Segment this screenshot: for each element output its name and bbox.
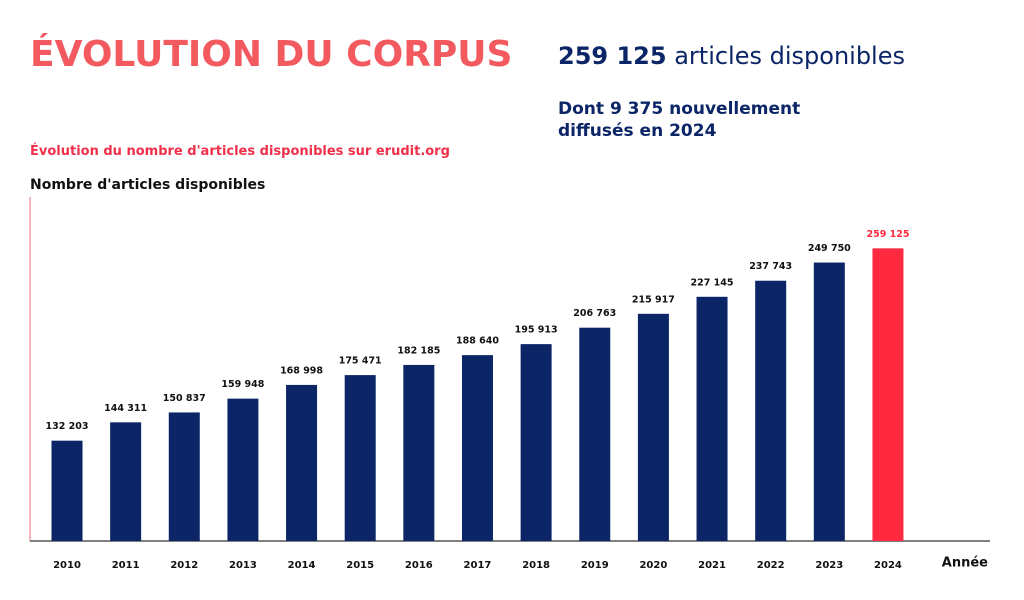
bar — [461, 355, 493, 541]
x-axis-label: Année — [942, 556, 988, 571]
x-tick-label: 2020 — [639, 560, 667, 571]
bar — [110, 422, 142, 541]
bar — [227, 398, 259, 541]
bar — [872, 248, 904, 541]
value-label: 206 763 — [573, 308, 616, 319]
value-label: 259 125 — [866, 229, 909, 240]
bar — [579, 327, 611, 541]
value-label: 168 998 — [280, 365, 323, 376]
value-label: 237 743 — [749, 261, 792, 272]
x-tick-label: 2018 — [522, 560, 550, 571]
bar — [520, 344, 552, 541]
x-tick-label: 2011 — [112, 560, 140, 571]
bar — [755, 280, 787, 541]
x-tick-label: 2021 — [698, 560, 726, 571]
x-tick-label: 2013 — [229, 560, 257, 571]
subheading: Dont 9 375 nouvellement diffusés en 2024 — [558, 99, 801, 141]
value-label: 175 471 — [339, 356, 382, 367]
bar — [403, 364, 435, 541]
x-tick-label: 2014 — [288, 560, 316, 571]
x-tick-label: 2023 — [815, 560, 843, 571]
value-label: 159 948 — [221, 379, 264, 390]
bar — [813, 262, 845, 541]
x-tick-label: 2016 — [405, 560, 433, 571]
headline: 259 125 articles disponibles — [558, 42, 905, 70]
x-tick-label: 2012 — [170, 560, 198, 571]
bar — [344, 375, 376, 541]
value-label: 249 750 — [808, 243, 851, 254]
chart-subtitle: Évolution du nombre d'articles disponibl… — [30, 144, 450, 159]
bar — [696, 296, 728, 541]
headline-number: 259 125 — [558, 42, 667, 70]
value-label: 150 837 — [163, 393, 206, 404]
value-label: 182 185 — [397, 345, 440, 356]
value-label: 227 145 — [691, 277, 734, 288]
x-tick-label: 2019 — [581, 560, 609, 571]
title: ÉVOLUTION DU CORPUS — [30, 34, 513, 75]
value-label: 144 311 — [104, 403, 147, 414]
value-label: 215 917 — [632, 294, 675, 305]
y-axis-label: Nombre d'articles disponibles — [30, 177, 266, 193]
x-tick-label: 2010 — [53, 560, 81, 571]
bar — [51, 440, 83, 541]
bar — [286, 384, 318, 541]
bar — [168, 412, 200, 541]
value-label: 195 913 — [515, 325, 558, 336]
x-tick-label: 2024 — [874, 560, 902, 571]
value-label: 132 203 — [46, 421, 89, 432]
x-tick-label: 2015 — [346, 560, 374, 571]
value-label: 188 640 — [456, 336, 499, 347]
x-tick-label: 2022 — [757, 560, 785, 571]
headline-text: articles disponibles — [674, 42, 905, 70]
x-tick-label: 2017 — [464, 560, 492, 571]
bar — [637, 313, 669, 541]
